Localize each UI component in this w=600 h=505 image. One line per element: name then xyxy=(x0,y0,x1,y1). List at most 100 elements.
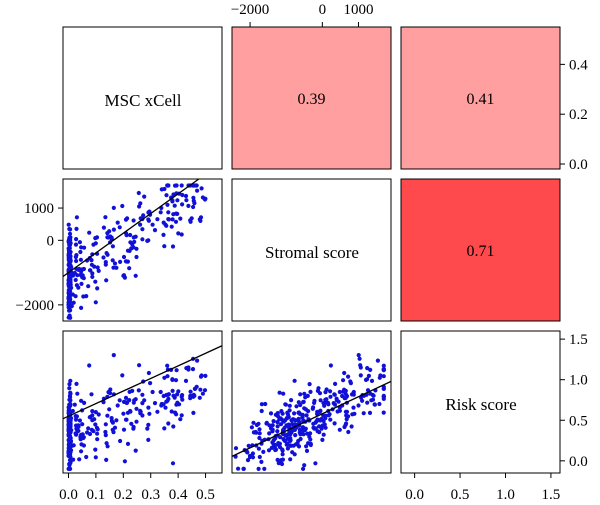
corr-value-label: 0.41 xyxy=(467,91,495,108)
scatter-point xyxy=(245,458,251,463)
right-tick-label-risk: 0.0 xyxy=(569,454,588,470)
scatter-point xyxy=(103,260,108,265)
scatter-point xyxy=(104,441,109,446)
scatter-point xyxy=(146,422,151,427)
scatter-point xyxy=(141,213,146,218)
scatter-point xyxy=(127,398,132,403)
scatter-point xyxy=(146,370,151,376)
scatter-point xyxy=(296,400,301,405)
scatter-point xyxy=(192,393,197,398)
right-tick-label-risk: 1.0 xyxy=(569,373,588,389)
scatter-point xyxy=(67,242,72,247)
scatter-point xyxy=(317,430,322,435)
scatter-point xyxy=(85,430,90,435)
scatter-point xyxy=(104,278,109,283)
scatter-point xyxy=(93,410,98,415)
scatter-point xyxy=(70,408,75,414)
scatter-point xyxy=(344,417,349,422)
scatter-point xyxy=(342,387,347,392)
scatter-point xyxy=(152,228,158,233)
scatter-point xyxy=(103,422,108,427)
y-tick-label-stromal: 1000 xyxy=(24,201,54,217)
scatter-point xyxy=(79,305,84,310)
scatter-point xyxy=(130,242,135,247)
scatter-point xyxy=(292,378,297,383)
x-tick-label-msc: 0.4 xyxy=(169,487,188,503)
diag-label-msc: MSC xCell xyxy=(105,91,182,110)
diagonal-labels: MSC xCell Stromal score Risk score xyxy=(105,91,517,414)
scatter-point xyxy=(125,259,130,264)
scatter-point xyxy=(250,451,255,456)
scatter-point xyxy=(313,426,318,431)
scatter-point xyxy=(346,374,351,379)
scatter-point xyxy=(281,427,286,432)
scatter-point xyxy=(96,412,101,417)
scatter-point xyxy=(131,235,136,240)
scatter-point xyxy=(134,254,139,260)
scatter-point xyxy=(68,259,73,264)
scatter-point xyxy=(79,442,84,447)
scatter-point xyxy=(77,240,82,245)
scatter-point xyxy=(315,409,320,414)
scatter-point xyxy=(72,402,77,407)
scatter-point xyxy=(332,402,338,407)
scatter-point xyxy=(111,205,116,210)
scatter-point xyxy=(180,202,185,207)
scatter-point xyxy=(131,218,136,223)
scatter-point xyxy=(114,265,119,270)
scatter-point xyxy=(270,423,275,428)
scatter-point xyxy=(79,245,84,250)
scatter-point xyxy=(147,411,152,416)
scatter-point xyxy=(249,425,254,430)
scatter-point xyxy=(69,448,74,453)
scatter-point xyxy=(337,427,342,432)
scatter-point xyxy=(337,408,342,413)
scatter-point xyxy=(109,416,114,421)
scatter-point xyxy=(133,397,138,402)
panel-frame-0-0 xyxy=(62,26,223,170)
scatter-point xyxy=(110,244,115,249)
scatter-point xyxy=(310,406,315,411)
scatter-point xyxy=(93,236,98,241)
scatter-point xyxy=(104,457,109,462)
scatter-point xyxy=(179,232,184,237)
scatter-point xyxy=(178,417,183,422)
scatter-point xyxy=(86,426,91,431)
scatter-point xyxy=(192,386,197,391)
scatter-point xyxy=(87,230,92,235)
scatter-point xyxy=(300,415,305,420)
scatter-point xyxy=(104,251,109,256)
scatter-point xyxy=(284,442,289,447)
scatter-point xyxy=(87,363,92,368)
scatter-point xyxy=(348,379,353,384)
scatter-point xyxy=(275,429,280,434)
scatter-point xyxy=(284,416,289,421)
scatter-point xyxy=(112,261,118,266)
scatter-point xyxy=(253,429,258,435)
scatter-point xyxy=(162,375,167,380)
scatter-point xyxy=(326,413,331,418)
scatter-point xyxy=(179,413,184,418)
scatter-point xyxy=(180,192,185,198)
panel-frame-1-0 xyxy=(62,178,223,322)
x-tick-label-risk: 0.5 xyxy=(451,487,470,503)
scatter-point xyxy=(146,437,151,442)
scatter-point xyxy=(365,377,370,382)
scatter-point xyxy=(81,266,86,272)
scatter-point xyxy=(271,419,276,424)
scatter-point xyxy=(120,373,125,378)
scatter-point xyxy=(283,402,288,407)
scatter-point xyxy=(279,458,284,463)
scatter-point xyxy=(381,394,386,399)
scatter-point xyxy=(278,422,284,427)
scatter-point xyxy=(180,393,185,398)
scatter-point xyxy=(186,367,191,372)
scatter-point xyxy=(117,398,122,403)
scatter-point xyxy=(142,194,147,199)
scatter-point xyxy=(202,388,208,393)
scatter-point xyxy=(170,461,176,466)
scatter-point xyxy=(286,432,291,437)
corr-cell-0 xyxy=(232,27,391,169)
scatter-point xyxy=(302,463,307,468)
scatter-point xyxy=(118,438,123,444)
